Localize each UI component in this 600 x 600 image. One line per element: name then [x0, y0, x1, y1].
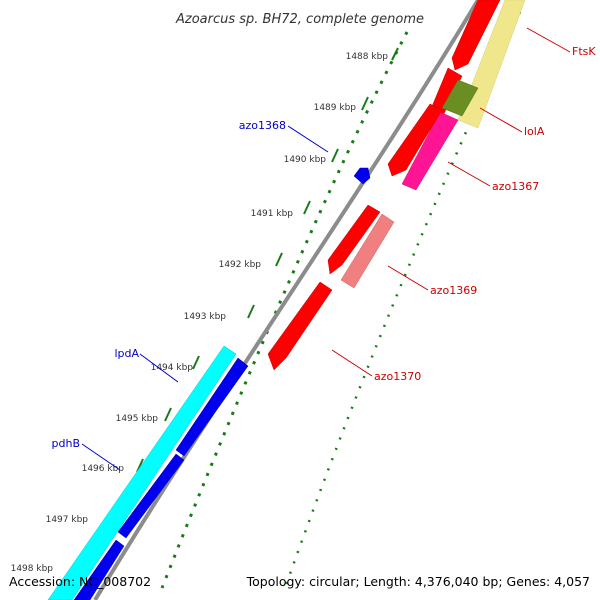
leader-lpda — [139, 353, 179, 383]
scale-tick — [391, 47, 399, 61]
scale-tick — [247, 304, 255, 319]
forward-genes — [267, 0, 526, 371]
scale-label: 1497 kbp — [46, 515, 89, 525]
gene-lpda-band[interactable] — [47, 345, 237, 600]
gene-azo1367[interactable] — [401, 111, 459, 191]
scale-label: 1496 kbp — [82, 464, 125, 474]
reverse-genes — [47, 167, 371, 600]
scale-tick — [331, 148, 339, 163]
leader-azo1369 — [387, 265, 429, 291]
leader-azo1370 — [331, 349, 373, 377]
scale-label: 1493 kbp — [184, 312, 227, 322]
gene-blue-2[interactable] — [117, 453, 185, 539]
gene-label-pdhb: pdhB — [52, 437, 80, 450]
gene-azo1369[interactable] — [340, 213, 395, 289]
gene-label-lola: lolA — [524, 125, 545, 138]
accession-text: Accession: NC_008702 — [9, 574, 151, 589]
scale-label: 1492 kbp — [219, 260, 262, 270]
gene-label-azo1370: azo1370 — [374, 370, 421, 383]
scale-tick — [303, 200, 311, 215]
genome-backbone — [93, 0, 480, 600]
gene-azo1370[interactable] — [267, 281, 333, 371]
gene-lola[interactable] — [441, 79, 479, 117]
scale-tick — [361, 96, 369, 111]
leader-ftsk — [526, 27, 571, 53]
gene-red-top[interactable] — [451, 0, 501, 71]
scale-tick — [192, 355, 200, 370]
leader-lola — [479, 107, 523, 133]
outer-tick-ring — [160, 31, 409, 589]
leader-azo1368 — [287, 125, 329, 153]
scale-label: 1494 kbp — [151, 363, 194, 373]
scale-tick — [275, 252, 283, 267]
gene-label-lpda: lpdA — [114, 347, 139, 360]
scale-markers: 1488 kbp 1489 kbp 1490 kbp 1491 kbp 1492… — [11, 47, 399, 574]
scale-label: 1489 kbp — [314, 103, 357, 113]
summary-text: Topology: circular; Length: 4,376,040 bp… — [246, 574, 590, 589]
gene-labels: FtsK lolA azo1367 azo1369 azo1370 azo136… — [52, 45, 597, 450]
scale-label: 1498 kbp — [11, 564, 54, 574]
scale-label: 1495 kbp — [116, 414, 159, 424]
scale-tick — [164, 407, 172, 422]
gene-label-azo1369: azo1369 — [430, 284, 477, 297]
gene-ftsk[interactable] — [457, 0, 526, 129]
gene-label-azo1368: azo1368 — [239, 119, 286, 132]
scale-label: 1488 kbp — [346, 52, 389, 62]
gene-red-4[interactable] — [327, 204, 381, 275]
gene-blue-1[interactable] — [175, 357, 249, 457]
scale-label: 1490 kbp — [284, 155, 327, 165]
gene-label-azo1367: azo1367 — [492, 180, 539, 193]
leader-azo1367 — [447, 161, 491, 187]
map-title: Azoarcus sp. BH72, complete genome — [175, 12, 424, 27]
scale-label: 1491 kbp — [251, 209, 294, 219]
label-leaders — [81, 27, 571, 471]
leader-pdhb — [81, 443, 121, 471]
gene-label-ftsk: FtsK — [572, 45, 596, 58]
gene-red-3[interactable] — [387, 103, 443, 177]
gene-azo1368[interactable] — [353, 167, 371, 185]
gene-blue-3[interactable] — [73, 539, 125, 600]
